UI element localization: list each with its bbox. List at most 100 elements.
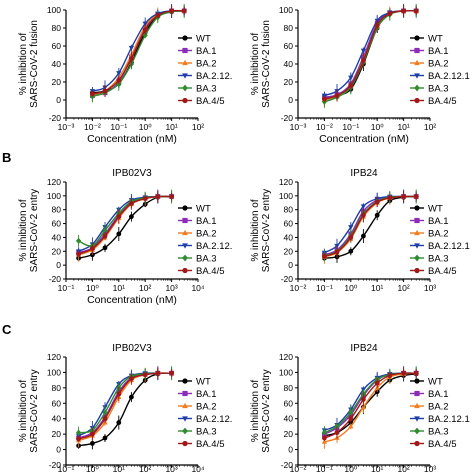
data-point: [348, 409, 354, 416]
data-point: [128, 45, 135, 51]
data-point: [401, 370, 406, 376]
data-point: [374, 212, 380, 218]
y-tick-label: 0: [288, 95, 293, 105]
data-point: [401, 194, 406, 199]
legend-marker: [414, 47, 420, 54]
chart-panel: -20 0 20 40 60 80 100 120 10⁻² 10⁻¹ 10⁰ 10¹ 10² 10³ % …: [250, 343, 470, 474]
legend-label: BA.2.12.: [196, 414, 232, 425]
y-tick-label: 40: [52, 59, 62, 69]
chart-panel: -20 0 20 40 60 80 100 120 10⁻¹ 10⁰ 10¹ 10² 10³ 10⁴ Con…: [18, 168, 232, 306]
data-point: [360, 397, 366, 402]
legend-marker: [182, 73, 188, 79]
data-point: [413, 194, 419, 199]
y-tick-label: -20: [281, 274, 294, 284]
data-point: [374, 380, 380, 386]
data-point: [76, 251, 81, 257]
x-tick-label: 10²: [424, 122, 436, 132]
legend-marker: [182, 97, 188, 104]
y-axis-label: SARS-CoV-2 entry: [261, 189, 272, 272]
legend-label: WT: [196, 204, 211, 215]
legend-marker: [182, 229, 188, 236]
x-tick-label: 10³: [424, 464, 436, 474]
y-tick-label: 80: [284, 383, 294, 393]
x-tick-label: 10⁻¹: [316, 464, 333, 474]
data-point: [116, 420, 122, 425]
data-point: [90, 246, 95, 251]
y-tick-label: 20: [52, 429, 62, 439]
legend-marker: [182, 267, 188, 274]
y-tick-label: -20: [49, 274, 62, 284]
legend-label: BA.2.12.1: [428, 414, 470, 425]
data-point: [102, 435, 108, 441]
data-point: [374, 22, 380, 28]
data-point: [155, 194, 161, 199]
x-tick-label: 10³: [424, 283, 436, 293]
legend-label: BA.4/5: [196, 96, 225, 107]
x-tick-label: 10²: [397, 464, 409, 474]
legend-marker: [414, 402, 420, 409]
legend-marker: [414, 217, 420, 224]
data-point: [76, 436, 81, 442]
x-tick-label: 10¹: [397, 122, 409, 132]
data-point: [128, 214, 134, 220]
data-point: [102, 233, 108, 239]
data-point: [142, 196, 148, 202]
legend-label: BA.2: [428, 59, 449, 70]
data-point: [374, 199, 380, 205]
y-tick-label: 60: [52, 219, 62, 229]
chart-panel: -20 0 20 40 60 80 100 10⁻³ 10⁻² 10⁻¹ 10⁰ 10¹ 10² Conc…: [250, 3, 470, 145]
x-tick-label: 10¹: [371, 283, 383, 293]
x-axis-label: Concentration (nM): [319, 133, 409, 145]
legend-label: BA.2.12.1: [428, 241, 470, 252]
series-line: [324, 10, 417, 98]
panel-label-b: B: [2, 150, 11, 165]
legend-marker: [414, 205, 420, 211]
legend-label: WT: [196, 34, 211, 45]
data-point: [102, 416, 108, 422]
legend-marker: [414, 35, 420, 41]
x-tick-label: 10¹: [113, 283, 125, 293]
data-point: [334, 249, 340, 255]
x-tick-label: 10³: [165, 464, 177, 474]
y-axis-label: % inhibition of: [18, 33, 29, 95]
y-tick-label: 100: [279, 5, 293, 15]
legend-label: BA.4/5: [196, 266, 225, 277]
x-tick-label: 10⁻¹: [316, 283, 333, 293]
data-point: [322, 253, 327, 259]
data-point: [142, 21, 148, 27]
x-axis-label: Concentration (nM): [87, 294, 177, 306]
series-line: [324, 372, 417, 431]
y-tick-label: 0: [56, 95, 61, 105]
data-point: [348, 225, 354, 230]
series-line: [92, 9, 185, 95]
legend-label: BA.3: [196, 254, 217, 265]
data-point: [360, 212, 366, 218]
y-tick-label: -20: [49, 113, 62, 123]
data-point: [348, 83, 354, 88]
data-point: [334, 430, 340, 435]
x-tick-label: 10⁰: [86, 464, 99, 474]
y-tick-label: 80: [284, 23, 294, 33]
y-axis-label: SARS-CoV-2 entry: [261, 369, 272, 452]
y-tick-label: 60: [284, 41, 294, 51]
data-point: [348, 235, 354, 240]
y-tick-label: 40: [52, 232, 62, 242]
data-point: [116, 77, 122, 83]
data-point: [387, 373, 393, 378]
x-tick-label: 10⁻¹: [58, 283, 75, 293]
legend-label: BA.2: [428, 402, 449, 413]
y-axis-label: % inhibition of: [18, 380, 29, 442]
y-tick-label: 60: [52, 398, 62, 408]
data-point: [322, 435, 327, 441]
legend-label: BA.2.12.1: [428, 71, 470, 82]
legend-label: BA.1: [428, 216, 449, 227]
chart-panel: -20 0 20 40 60 80 100 120 10⁻¹ 10⁰ 10¹ 10² 10³ 10⁴ % i…: [18, 343, 232, 474]
legend-marker: [414, 73, 420, 79]
legend-marker: [182, 217, 188, 224]
x-tick-label: 10⁻²: [290, 464, 307, 474]
x-tick-label: 10⁻¹: [342, 122, 359, 132]
series-line: [92, 10, 185, 94]
x-tick-label: 10⁻¹: [58, 464, 75, 474]
data-point: [169, 194, 175, 199]
chart-title: IPB24: [350, 343, 378, 354]
